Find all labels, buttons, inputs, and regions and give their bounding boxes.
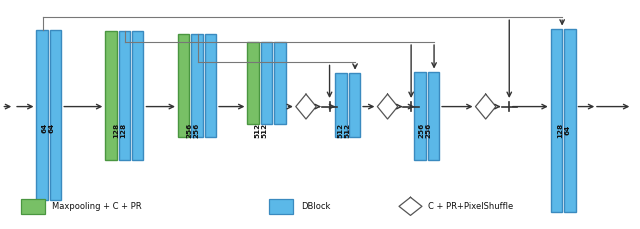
Bar — [269, 199, 293, 214]
Polygon shape — [378, 94, 397, 119]
Bar — [260, 42, 272, 124]
Polygon shape — [399, 197, 422, 215]
Bar — [414, 71, 426, 160]
Text: 128
64: 128 64 — [557, 123, 570, 138]
Bar — [349, 73, 360, 137]
Text: 64
64: 64 64 — [42, 123, 54, 133]
Bar — [105, 31, 116, 160]
Text: 512
512: 512 512 — [255, 123, 268, 138]
Polygon shape — [296, 94, 316, 119]
Bar — [274, 42, 285, 124]
Bar — [178, 34, 189, 137]
Polygon shape — [476, 94, 496, 119]
Text: 512
512: 512 512 — [338, 123, 351, 138]
Text: 256
256: 256 256 — [186, 123, 199, 138]
Bar — [132, 31, 143, 160]
Bar — [205, 34, 216, 137]
Bar — [247, 42, 259, 124]
Bar — [550, 29, 562, 212]
Text: C + PR+PixelShuffle: C + PR+PixelShuffle — [428, 202, 513, 211]
Bar — [50, 30, 61, 200]
Bar — [428, 71, 439, 160]
Bar — [118, 31, 130, 160]
Bar — [20, 199, 45, 214]
Bar — [191, 34, 203, 137]
Text: Maxpooling + C + PR: Maxpooling + C + PR — [52, 202, 142, 211]
Bar — [36, 30, 48, 200]
Text: 128
128: 128 128 — [113, 123, 126, 138]
Bar — [335, 73, 347, 137]
Text: DBlock: DBlock — [301, 202, 330, 211]
Bar — [564, 29, 575, 212]
Text: 256
256: 256 256 — [418, 123, 431, 138]
